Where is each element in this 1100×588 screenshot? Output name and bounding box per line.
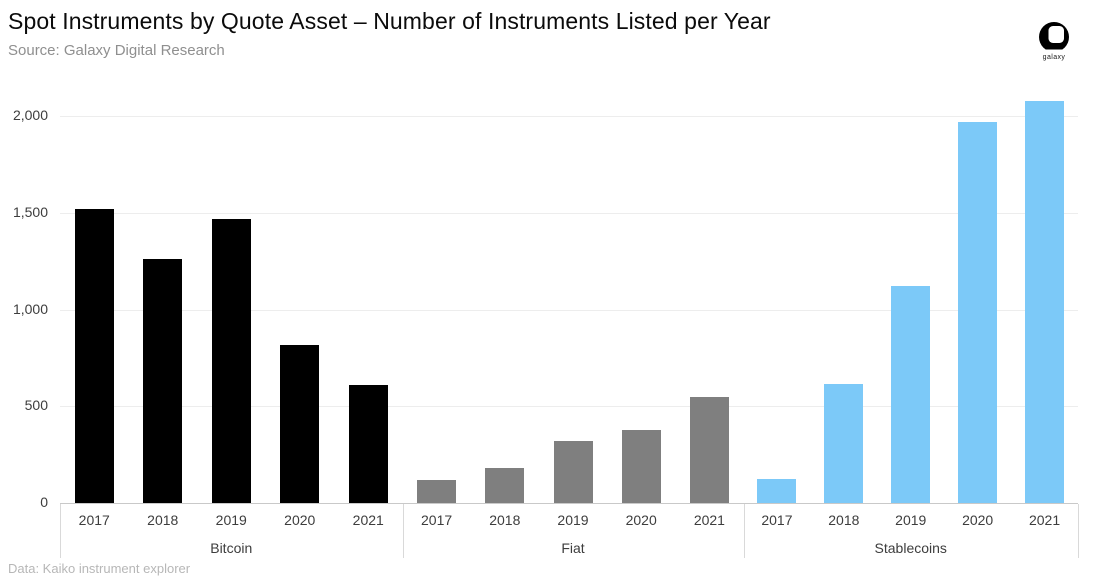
bar-bitcoin-2018	[143, 259, 183, 503]
y-axis-tick-label-2000: 2,000	[12, 107, 48, 123]
source-label: Source: Galaxy Digital Research	[8, 42, 225, 59]
x-axis-year-label-stablecoins-2017: 2017	[761, 512, 793, 528]
group-separator-1	[402, 504, 404, 558]
bar-stablecoins-2021	[1025, 101, 1065, 503]
page-title: Spot Instruments by Quote Asset – Number…	[8, 8, 771, 34]
x-axis-year-label-fiat-2017: 2017	[421, 512, 453, 528]
bar-stablecoins-2019	[891, 286, 931, 503]
x-axis-year-label-fiat-2019: 2019	[557, 512, 589, 528]
x-axis-year-label-stablecoins-2020: 2020	[962, 512, 994, 528]
bar-bitcoin-2021	[348, 385, 388, 503]
bar-stablecoins-2020	[958, 122, 998, 503]
x-axis-group-label-stablecoins: Stablecoins	[874, 540, 947, 556]
group-separator-3	[1078, 504, 1079, 558]
x-axis-year-label-stablecoins-2018: 2018	[828, 512, 860, 528]
x-axis-year-label-stablecoins-2019: 2019	[895, 512, 927, 528]
x-axis-year-label-bitcoin-2019: 2019	[215, 512, 247, 528]
x-axis-year-label-stablecoins-2021: 2021	[1028, 512, 1061, 528]
x-axis-year-label-bitcoin-2018: 2018	[147, 512, 179, 528]
bar-bitcoin-2019	[211, 219, 251, 503]
bar-fiat-2021	[689, 397, 729, 503]
x-axis-line	[60, 503, 1078, 504]
x-axis-group-label-fiat: Fiat	[561, 540, 585, 556]
gridline-1000	[60, 309, 1078, 311]
group-separator-2	[743, 504, 745, 558]
galaxy-logo-icon	[1035, 22, 1073, 53]
galaxy-logo-text: galaxy	[1042, 54, 1066, 61]
galaxy-logo: galaxy	[1035, 22, 1073, 61]
x-axis-year-label-fiat-2018: 2018	[489, 512, 521, 528]
y-axis-tick-label-0: 0	[40, 494, 48, 510]
data-credit: Data: Kaiko instrument explorer	[8, 561, 191, 576]
gridline-500	[60, 406, 1078, 408]
bar-fiat-2020	[621, 430, 661, 503]
y-axis-tick-label-1500: 1,500	[12, 203, 48, 220]
bar-fiat-2018	[485, 468, 525, 503]
x-axis-group-label-bitcoin: Bitcoin	[210, 540, 253, 556]
x-axis-year-label-bitcoin-2017: 2017	[78, 512, 110, 528]
gridline-1500	[60, 212, 1078, 214]
bar-bitcoin-2017	[74, 209, 114, 503]
x-axis-year-label-fiat-2020: 2020	[625, 512, 657, 528]
x-axis-year-label-bitcoin-2021: 2021	[352, 512, 384, 528]
bar-fiat-2019	[553, 441, 593, 503]
x-axis-year-label-bitcoin-2020: 2020	[284, 512, 316, 528]
bar-bitcoin-2020	[280, 345, 320, 503]
bar-stablecoins-2017	[757, 479, 797, 503]
group-separator-0	[60, 504, 61, 558]
y-axis-tick-label-1000: 1,000	[12, 300, 48, 317]
x-axis-year-label-fiat-2021: 2021	[693, 512, 725, 528]
bar-stablecoins-2018	[824, 384, 864, 503]
y-axis-tick-label-500: 500	[24, 397, 48, 414]
bar-fiat-2017	[417, 480, 457, 503]
gridline-2000	[60, 116, 1078, 117]
